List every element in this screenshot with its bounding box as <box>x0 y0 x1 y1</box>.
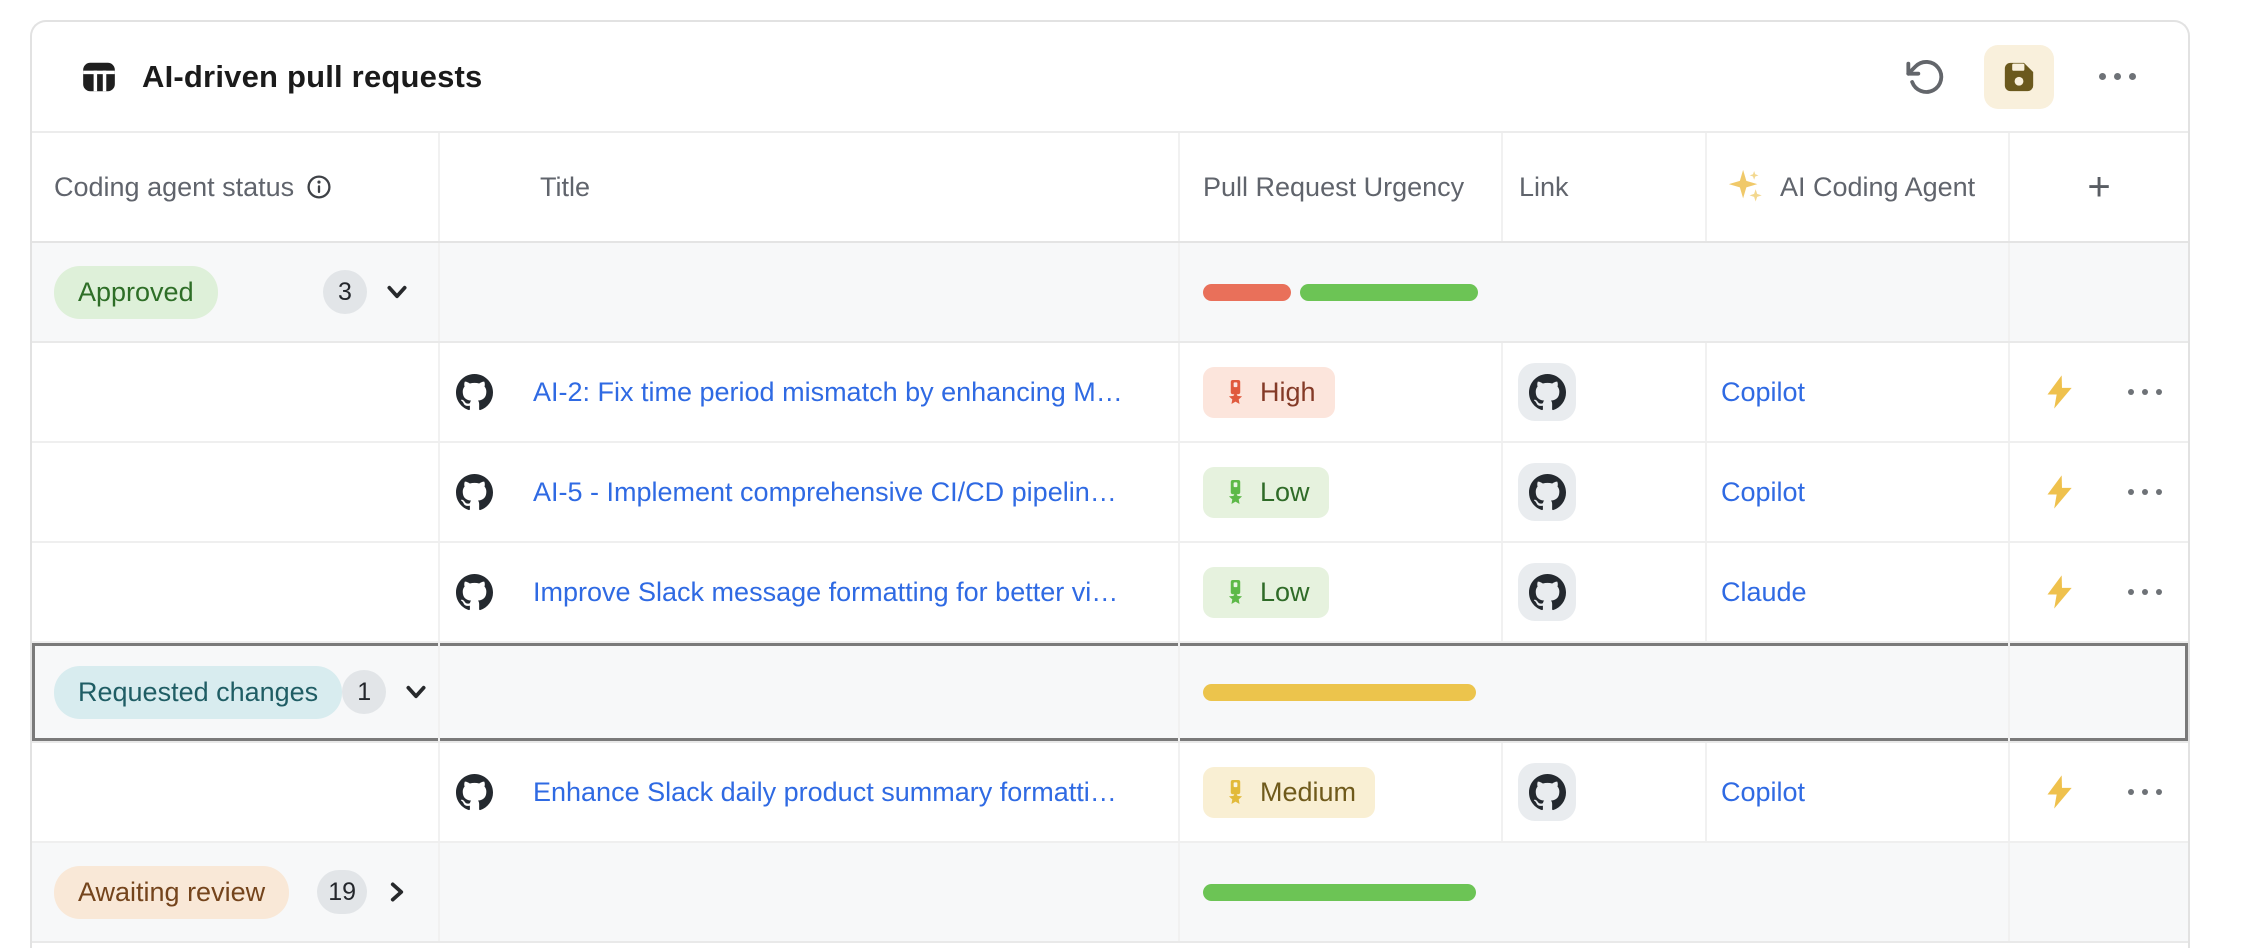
automation-lightning-icon[interactable] <box>2040 370 2080 414</box>
status-chip-requested-changes[interactable]: Requested changes <box>54 665 343 719</box>
medal-icon <box>1228 479 1243 504</box>
medal-icon <box>1228 379 1243 404</box>
plus-icon: + <box>2087 164 2111 209</box>
github-icon <box>1528 773 1566 810</box>
agent-link[interactable]: Copilot <box>1721 776 1806 807</box>
pr-title-link[interactable]: Improve Slack message formatting for bet… <box>533 576 1119 607</box>
agent-link[interactable]: Copilot <box>1721 376 1806 407</box>
column-header-coding-agent-status[interactable]: Coding agent status <box>32 133 440 241</box>
row-more-options-button[interactable] <box>2128 789 2162 795</box>
add-column-button[interactable]: + <box>2010 133 2188 241</box>
status-chip-approved[interactable]: Approved <box>54 265 218 319</box>
urgency-summary-bar-high <box>1203 283 1291 301</box>
row-more-options-button[interactable] <box>2128 589 2162 595</box>
urgency-summary-bar-low <box>1300 283 1478 301</box>
github-link-button[interactable] <box>1518 563 1576 621</box>
group-header-cell: Requested changes 1 <box>32 643 440 741</box>
table-row: AI-2: Fix time period mismatch by enhanc… <box>32 343 2188 443</box>
title-bar: AI-driven pull requests <box>32 22 2188 133</box>
github-icon <box>1528 373 1566 410</box>
column-header-pull-request-urgency[interactable]: Pull Request Urgency <box>1180 133 1503 241</box>
row-more-options-button[interactable] <box>2128 489 2162 495</box>
column-header-ai-coding-agent[interactable]: AI Coding Agent <box>1707 133 2010 241</box>
group-count-badge: 3 <box>323 270 367 314</box>
table-grid-icon <box>83 62 115 91</box>
pr-title-link[interactable]: AI-5 - Implement comprehensive CI/CD pip… <box>533 476 1117 507</box>
group-row-awaiting-review: Awaiting review 19 <box>32 843 2188 943</box>
urgency-summary-bar-low <box>1203 883 1476 901</box>
agent-link[interactable]: Claude <box>1721 576 1807 607</box>
group-row-approved: Approved 3 <box>32 243 2188 343</box>
chevron-right-icon[interactable] <box>380 875 414 909</box>
github-icon <box>456 373 493 410</box>
sparkles-icon <box>1728 169 1762 202</box>
automation-lightning-icon[interactable] <box>2040 770 2080 814</box>
medal-icon <box>1228 779 1243 804</box>
save-icon <box>2004 62 2034 91</box>
group-count-badge: 19 <box>317 870 367 914</box>
urgency-chip-low[interactable]: Low <box>1203 566 1329 618</box>
medal-icon <box>1228 579 1243 604</box>
urgency-chip-medium[interactable]: Medium <box>1203 766 1376 818</box>
table-row: Enhance Slack daily product summary form… <box>32 743 2188 843</box>
urgency-summary-bars <box>1203 883 1476 901</box>
undo-icon <box>1906 59 1944 94</box>
automation-lightning-icon[interactable] <box>2040 470 2080 514</box>
github-link-button[interactable] <box>1518 763 1576 821</box>
info-icon[interactable] <box>306 174 332 200</box>
github-icon <box>1528 473 1566 510</box>
group-count-badge: 1 <box>342 670 387 714</box>
more-horizontal-icon <box>2098 73 2136 80</box>
row-more-options-button[interactable] <box>2128 389 2162 395</box>
urgency-chip-high[interactable]: High <box>1203 366 1335 418</box>
github-icon <box>456 573 493 610</box>
group-header-cell: Awaiting review 19 <box>32 843 440 941</box>
status-chip-awaiting-review[interactable]: Awaiting review <box>54 865 290 919</box>
column-header-title[interactable]: Title <box>440 133 1180 241</box>
github-link-button[interactable] <box>1518 363 1576 421</box>
more-options-button[interactable] <box>2090 54 2144 100</box>
column-header-row: Coding agent status Title Pull Request U… <box>32 133 2188 243</box>
table-widget-card: AI-driven pull requests Coding agent sta… <box>30 20 2190 948</box>
page-title: AI-driven pull requests <box>142 58 483 94</box>
pr-title-link[interactable]: Enhance Slack daily product summary form… <box>533 776 1117 807</box>
urgency-summary-bar-medium <box>1203 683 1476 701</box>
chevron-down-icon[interactable] <box>399 675 433 709</box>
automation-lightning-icon[interactable] <box>2040 570 2080 614</box>
column-header-link[interactable]: Link <box>1503 133 1707 241</box>
pr-title-link[interactable]: AI-2: Fix time period mismatch by enhanc… <box>533 376 1123 407</box>
github-icon <box>456 473 493 510</box>
chevron-down-icon[interactable] <box>380 275 414 309</box>
table-row: Improve Slack message formatting for bet… <box>32 543 2188 643</box>
group-row-requested-changes: Requested changes 1 <box>32 643 2188 743</box>
urgency-chip-low[interactable]: Low <box>1203 466 1329 518</box>
undo-button[interactable] <box>1902 54 1948 100</box>
group-header-cell: Approved 3 <box>32 243 440 341</box>
save-button[interactable] <box>1984 44 2054 109</box>
urgency-summary-bars <box>1203 683 1476 701</box>
table-row: AI-5 - Implement comprehensive CI/CD pip… <box>32 443 2188 543</box>
github-link-button[interactable] <box>1518 463 1576 521</box>
agent-link[interactable]: Copilot <box>1721 476 1806 507</box>
github-icon <box>456 773 493 810</box>
github-icon <box>1528 573 1566 610</box>
urgency-summary-bars <box>1203 283 1478 301</box>
